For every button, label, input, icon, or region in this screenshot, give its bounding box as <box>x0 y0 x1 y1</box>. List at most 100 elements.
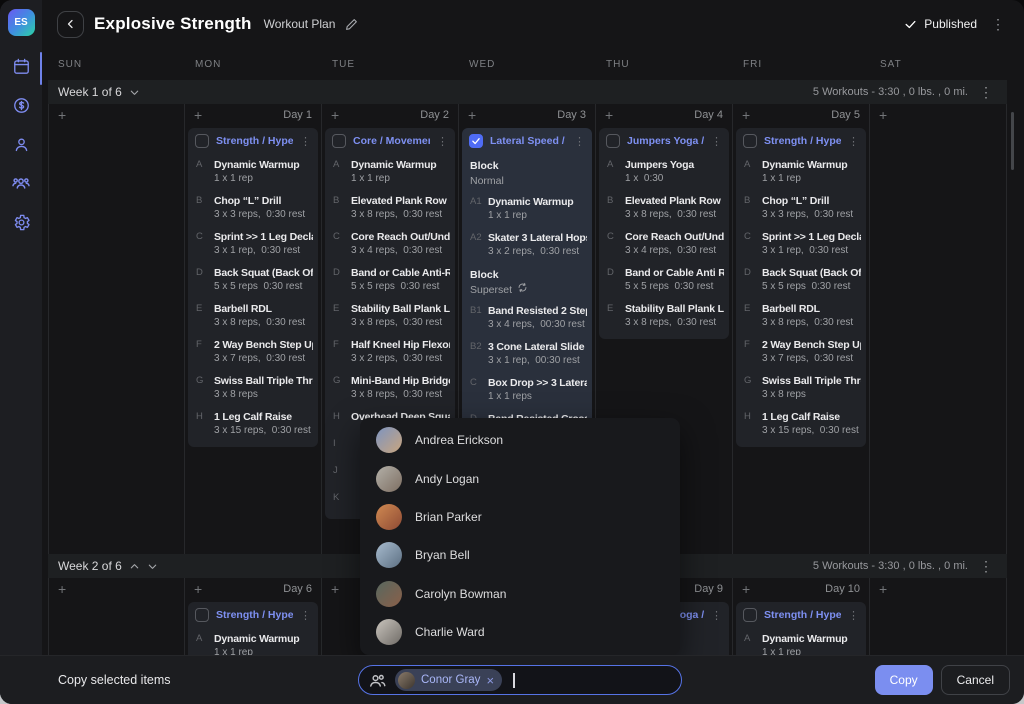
exercise-row[interactable]: B Elevated Plank Row 3 x 8 reps, 0:30 rest <box>325 190 455 226</box>
edit-title-icon[interactable] <box>345 18 358 31</box>
workout-checkbox[interactable] <box>743 134 757 148</box>
add-workout-button[interactable]: + <box>331 107 340 123</box>
exercise-row[interactable]: C Sprint >> 1 Leg Declarations 3 x 1 rep, … <box>736 226 866 262</box>
workout-menu-button[interactable]: ⋮ <box>848 609 859 622</box>
exercise-row[interactable]: F 2 Way Bench Step Up 3 x 7 reps, 0:30 res… <box>736 334 866 370</box>
add-workout-button[interactable]: + <box>879 581 888 597</box>
workout-menu-button[interactable]: ⋮ <box>300 135 311 148</box>
athlete-search-input[interactable]: Conor Gray × <box>358 665 682 695</box>
exercise-row[interactable]: A Dynamic Warmup 1 x 1 rep <box>188 628 318 664</box>
exercise-row[interactable]: D Band or Cable Anti-Rotati... 5 x 5 reps … <box>325 262 455 298</box>
exercise-row[interactable]: B2 3 Cone Lateral Slide 3 x 1 rep, 00:30 r… <box>462 336 592 372</box>
workout-checkbox[interactable] <box>606 134 620 148</box>
exercise-row[interactable]: H 1 Leg Calf Raise 3 x 15 reps, 0:30 rest <box>188 406 318 442</box>
exercise-row[interactable]: G Mini-Band Hip Bridge w/ ... 3 x 8 reps, … <box>325 370 455 406</box>
exercise-row[interactable]: B Elevated Plank Row 3 x 8 reps, 0:30 rest <box>599 190 729 226</box>
exercise-row[interactable]: A Dynamic Warmup 1 x 1 rep <box>736 154 866 190</box>
workout-title-link[interactable]: Strength / Hypertro... <box>216 135 293 147</box>
exercise-row[interactable]: A Dynamic Warmup 1 x 1 rep <box>736 628 866 664</box>
workout-menu-button[interactable]: ⋮ <box>711 135 722 148</box>
exercise-row[interactable]: I <box>325 433 455 460</box>
workout-menu-button[interactable]: ⋮ <box>300 609 311 622</box>
athlete-list-item[interactable]: Andy Logan <box>360 459 680 497</box>
exercise-row[interactable]: C Box Drop >> 3 Lateral H... 1 x 1 reps <box>462 372 592 408</box>
exercise-row[interactable]: B1 Band Resisted 2 Step Late... 3 x 4 reps… <box>462 300 592 336</box>
athlete-list-item[interactable]: Andrea Erickson <box>360 421 680 459</box>
workout-checkbox[interactable] <box>743 608 757 622</box>
add-workout-button[interactable]: + <box>194 581 203 597</box>
workout-title-link[interactable]: Strength / Hypertro... <box>216 609 293 621</box>
add-workout-button[interactable]: + <box>331 581 340 597</box>
exercise-row[interactable]: E Barbell RDL 3 x 8 reps, 0:30 rest <box>188 298 318 334</box>
scrollbar-thumb[interactable] <box>1011 112 1014 170</box>
block-mode-label: Superset <box>470 282 584 298</box>
exercise-row[interactable]: K <box>325 487 455 514</box>
copy-button[interactable]: Copy <box>874 665 933 695</box>
exercise-row[interactable]: C Core Reach Out/Under 3 x 4 reps, 0:30 re… <box>599 226 729 262</box>
exercise-row[interactable]: A1 Dynamic Warmup 1 x 1 rep <box>462 191 592 227</box>
sidebar-item-settings[interactable] <box>0 205 42 244</box>
week-2-menu-button[interactable]: ⋮ <box>975 557 997 575</box>
exercise-row[interactable]: D Band or Cable Anti Rotati... 5 x 5 reps … <box>599 262 729 298</box>
published-status[interactable]: Published <box>904 17 977 31</box>
add-workout-button[interactable]: + <box>194 107 203 123</box>
workout-checkbox[interactable] <box>332 134 346 148</box>
workout-checkbox[interactable] <box>195 134 209 148</box>
athlete-list-item[interactable]: Brian Parker <box>360 498 680 536</box>
add-workout-button[interactable]: + <box>879 107 888 123</box>
exercise-row[interactable]: F 2 Way Bench Step Up 3 x 7 reps, 0:30 res… <box>188 334 318 370</box>
add-workout-button[interactable]: + <box>468 107 477 123</box>
cancel-button[interactable]: Cancel <box>940 665 1010 695</box>
chevron-up-icon[interactable] <box>129 561 140 572</box>
workout-title-link[interactable]: Strength / Hypertro... <box>764 135 841 147</box>
exercise-row[interactable]: E Barbell RDL 3 x 8 reps, 0:30 rest <box>736 298 866 334</box>
exercise-row[interactable]: G Swiss Ball Triple Threat 3 x 8 reps <box>188 370 318 406</box>
week-1-menu-button[interactable]: ⋮ <box>975 83 997 101</box>
exercise-row[interactable]: A Dynamic Warmup 1 x 1 rep <box>325 154 455 190</box>
sidebar-item-athlete[interactable] <box>0 127 42 166</box>
exercise-row[interactable]: A Jumpers Yoga 1 x 0:30 <box>599 154 729 190</box>
add-workout-button[interactable]: + <box>58 581 67 597</box>
selected-athlete-chip[interactable]: Conor Gray × <box>395 669 503 691</box>
sidebar-item-calendar[interactable] <box>0 49 42 88</box>
exercise-row[interactable]: E Stability Ball Plank Linear ... 3 x 8 re… <box>599 298 729 334</box>
workout-title-link[interactable]: Core / Movement Q... <box>353 135 430 147</box>
exercise-row[interactable]: E Stability Ball Plank Linear ... 3 x 8 re… <box>325 298 455 334</box>
workout-title-link[interactable]: Jumpers Yoga / Core <box>627 135 704 147</box>
exercise-row[interactable]: B Chop “L” Drill 3 x 3 reps, 0:30 rest <box>188 190 318 226</box>
exercise-row[interactable]: B Chop “L” Drill 3 x 3 reps, 0:30 rest <box>736 190 866 226</box>
workout-menu-button[interactable]: ⋮ <box>437 135 448 148</box>
athlete-list-item[interactable]: Charlie Ward <box>360 613 680 651</box>
back-button[interactable] <box>57 10 84 38</box>
exercise-row[interactable]: H 1 Leg Calf Raise 3 x 15 reps, 0:30 rest <box>736 406 866 442</box>
exercise-row[interactable]: D Back Squat (Back Off Set) 5 x 5 reps 0:3… <box>188 262 318 298</box>
remove-athlete-icon[interactable]: × <box>486 672 495 688</box>
add-workout-button[interactable]: + <box>605 107 614 123</box>
workout-checkbox-checked[interactable] <box>469 134 483 148</box>
chevron-down-icon[interactable] <box>147 561 158 572</box>
exercise-row[interactable]: C Core Reach Out/Under 3 x 4 reps, 0:30 re… <box>325 226 455 262</box>
exercise-row[interactable]: F Half Kneel Hip Flexor Rais... 3 x 2 reps… <box>325 334 455 370</box>
chevron-down-icon[interactable] <box>129 87 140 98</box>
exercise-row[interactable]: G Swiss Ball Triple Threat 3 x 8 reps <box>736 370 866 406</box>
sidebar-item-groups[interactable] <box>0 166 42 205</box>
workout-checkbox[interactable] <box>195 608 209 622</box>
sidebar-item-billing[interactable] <box>0 88 42 127</box>
exercise-row[interactable]: J <box>325 460 455 487</box>
exercise-row[interactable]: C Sprint >> 1 Leg Declarations 3 x 1 rep, … <box>188 226 318 262</box>
add-workout-button[interactable]: + <box>742 581 751 597</box>
workout-menu-button[interactable]: ⋮ <box>574 135 585 148</box>
app-logo[interactable]: ES <box>7 9 35 36</box>
workout-menu-button[interactable]: ⋮ <box>711 609 722 622</box>
athlete-list-item[interactable]: Carolyn Bowman <box>360 575 680 613</box>
exercise-row[interactable]: D Back Squat (Back Off Set) 5 x 5 reps 0:3… <box>736 262 866 298</box>
add-workout-button[interactable]: + <box>58 107 67 123</box>
add-workout-button[interactable]: + <box>742 107 751 123</box>
exercise-row[interactable]: A Dynamic Warmup 1 x 1 rep <box>188 154 318 190</box>
workout-title-link[interactable]: Strength / Hypertro... <box>764 609 841 621</box>
athlete-list-item[interactable]: Bryan Bell <box>360 536 680 574</box>
header-menu-button[interactable]: ⋮ <box>987 15 1009 33</box>
workout-title-link[interactable]: Lateral Speed / Plyo <box>490 135 567 147</box>
workout-menu-button[interactable]: ⋮ <box>848 135 859 148</box>
exercise-row[interactable]: A2 Skater 3 Lateral Hops >> ... 3 x 2 reps… <box>462 227 592 263</box>
